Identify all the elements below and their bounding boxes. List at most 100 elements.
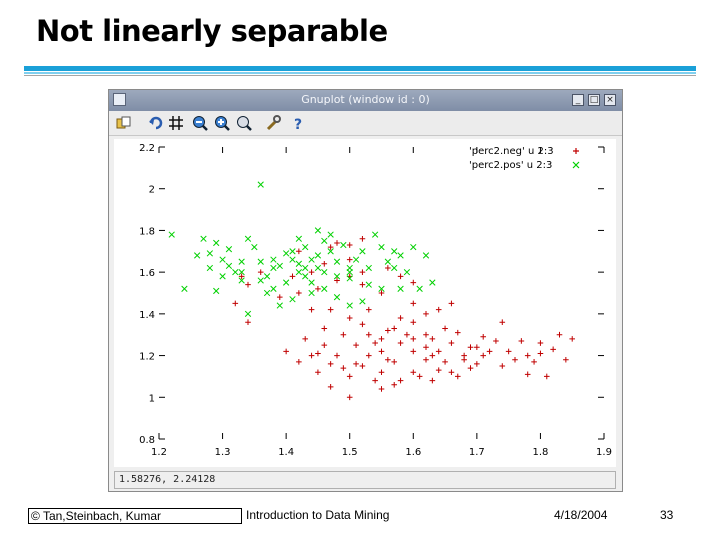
pos-point [232,268,239,276]
neg-point [391,359,398,365]
neg-point [353,361,359,367]
neg-point [365,352,372,359]
pos-point [270,256,277,263]
help-icon[interactable]: ? [289,114,307,133]
neg-point [378,369,385,376]
pos-point [410,243,417,251]
pos-point [422,252,430,259]
close-button[interactable]: × [604,94,616,106]
x-tick-label: 1.9 [596,447,612,458]
pos-point [219,273,226,280]
neg-point [423,344,429,351]
neg-point [499,363,506,369]
y-tick-label: 1.8 [139,226,155,237]
neg-point [378,290,385,296]
x-tick-label: 1.5 [342,447,358,458]
neg-point [321,342,328,348]
neg-point [442,359,448,365]
pos-point [365,264,372,272]
gnuplot-window[interactable]: Gnuplot (window id : 0) _ □ × ? 1.2 [108,89,623,492]
neg-point [327,244,334,250]
neg-point [410,348,417,355]
neg-point [550,346,556,353]
neg-point [499,319,506,325]
pos-point [302,243,309,251]
pos-point [302,264,309,272]
neg-point [531,359,537,365]
x-tick-label: 1.2 [151,447,167,458]
neg-point [315,369,321,376]
neg-point [359,269,366,275]
pos-point [219,256,226,263]
neg-point [308,306,315,313]
copy-icon[interactable] [115,114,133,132]
neg-point [391,325,398,332]
x-tick-label: 1.3 [215,447,231,458]
legend-pos-marker [572,161,580,169]
pos-point [365,281,372,288]
pos-point [314,252,322,259]
neg-point [327,306,334,313]
neg-point [429,377,436,384]
neg-point [245,281,251,288]
neg-point [563,356,569,363]
neg-point [365,331,372,338]
autoscale-icon[interactable] [235,114,253,132]
neg-point [296,248,302,255]
y-tick-label: 1.2 [139,352,155,363]
pos-point [251,243,258,251]
footer-date: 4/18/2004 [554,508,608,522]
neg-point [569,336,576,342]
neg-point [385,356,391,363]
neg-point [435,367,442,373]
neg-point [359,363,366,369]
pos-point [225,262,233,270]
zoom-next-icon[interactable] [213,114,231,132]
replot-icon[interactable] [147,114,165,132]
footer-copyright: © Tan,Steinbach, Kumar [28,508,242,524]
neg-point [480,352,487,359]
neg-point [397,273,404,280]
pos-point [263,289,271,297]
neg-point [493,338,499,344]
grid-icon[interactable] [167,114,185,132]
neg-point [543,373,550,380]
pos-point [276,302,283,309]
pos-point [391,248,398,255]
maximize-button[interactable]: □ [588,94,600,106]
minimize-button[interactable]: _ [572,94,584,106]
y-tick-label: 1.6 [139,268,155,279]
x-tick-label: 1.7 [469,447,485,458]
pos-point [206,264,214,272]
neg-point [524,371,531,378]
title-rule-blue [24,66,696,71]
window-titlebar[interactable]: Gnuplot (window id : 0) _ □ × [109,90,622,111]
neg-point [378,348,385,355]
neg-point [448,340,455,346]
neg-point [556,331,563,338]
title-rule-grey [24,75,696,76]
window-app-icon[interactable] [113,93,126,106]
neg-point [454,329,461,336]
neg-point [334,352,340,359]
pos-point [333,258,341,265]
neg-point [442,325,448,332]
neg-point [321,325,328,332]
neg-point [397,315,404,321]
neg-point [410,369,417,376]
neg-point [537,350,544,357]
window-title: Gnuplot (window id : 0) [301,93,430,106]
neg-point [315,286,321,292]
neg-point [391,381,398,388]
x-tick-label: 1.8 [532,447,548,458]
x-tick-label: 1.6 [405,447,421,458]
plot-canvas[interactable]: 1.2 1.3 1.4 1.5 1.6 1.7 1.8 1.9 0.8 1 1.2 1.4 1.6 1.8… [114,139,616,467]
zoom-prev-icon[interactable] [191,114,209,132]
settings-icon[interactable] [265,114,283,132]
pos-point [244,310,252,318]
neg-point [257,269,264,275]
neg-point [340,365,347,371]
pos-point [238,268,245,276]
pos-point [270,264,277,272]
neg-point [512,356,518,363]
